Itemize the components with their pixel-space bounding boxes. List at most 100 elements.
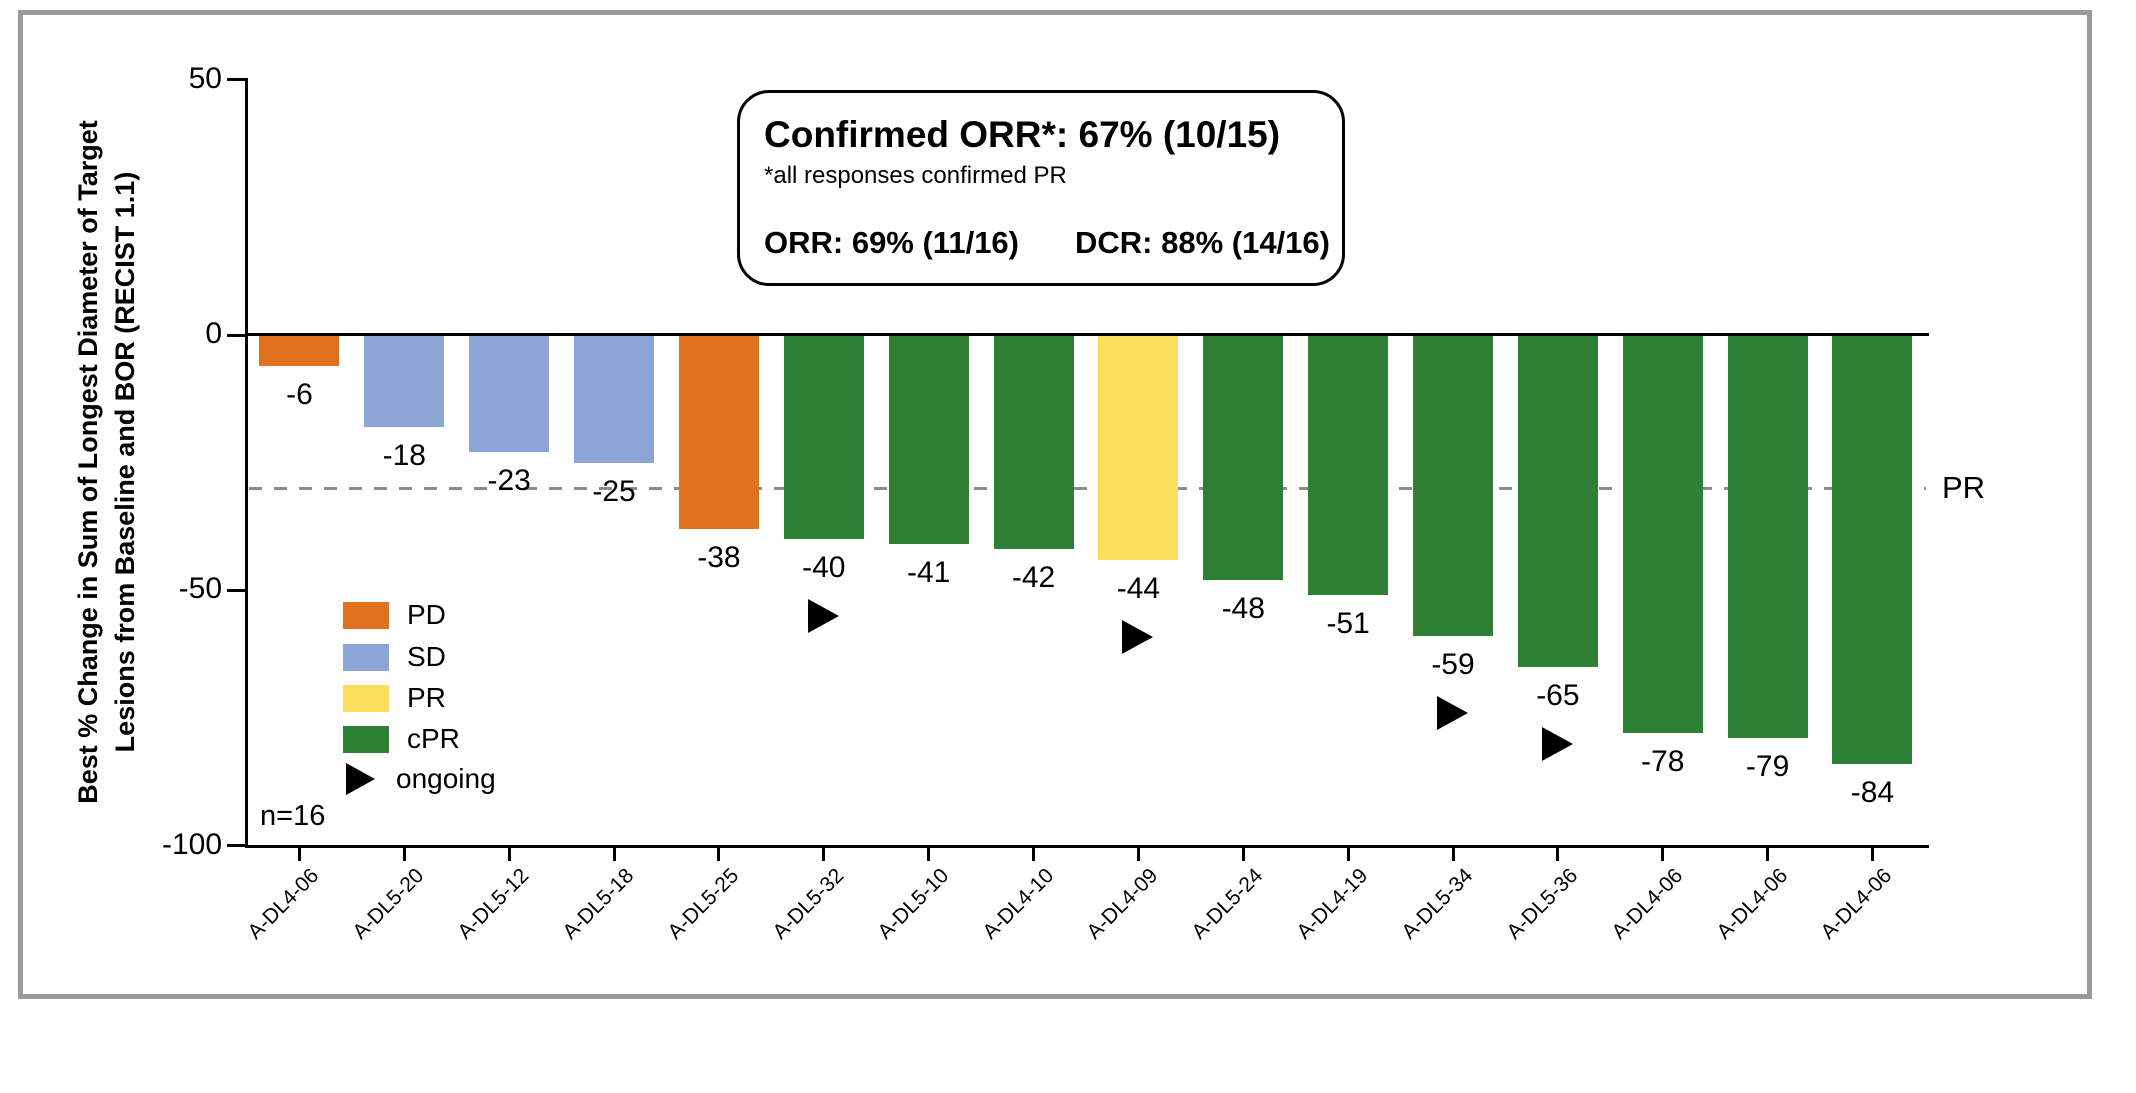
x-tick — [1136, 848, 1140, 861]
legend-label: ongoing — [396, 763, 496, 794]
legend-swatch — [343, 643, 389, 671]
x-tick-label: A-DL5-20 — [348, 864, 429, 944]
x-tick — [822, 848, 826, 861]
bar — [993, 336, 1074, 550]
x-tick-label: A-DL5-25 — [663, 864, 744, 944]
bar-value-label: -6 — [286, 377, 313, 411]
x-tick-label: A-DL5-32 — [768, 864, 849, 944]
bar — [1517, 336, 1598, 667]
legend-label: SD — [407, 641, 446, 672]
y-axis-title-line-2: Lesions from Baseline and BOR (RECIST 1.… — [110, 171, 140, 753]
bar-value-label: -40 — [802, 551, 846, 585]
bar-value-label: -44 — [1116, 571, 1161, 605]
y-tick-label: -100 — [161, 827, 222, 861]
x-tick — [927, 848, 931, 861]
y-axis-title-line-1: Best % Change in Sum of Longest Diameter… — [73, 120, 103, 804]
legend-item: ongoing — [343, 762, 496, 796]
x-tick — [507, 848, 511, 861]
bar — [364, 336, 445, 427]
x-tick — [1451, 848, 1455, 861]
bar-value-label: -18 — [382, 438, 426, 472]
ongoing-triangle-icon — [1122, 619, 1154, 654]
y-axis-title: Best % Change in Sum of Longest Diameter… — [70, 102, 144, 822]
bar-value-label: -25 — [592, 474, 636, 508]
legend-swatch — [343, 601, 389, 629]
x-tick-label: A-DL4-10 — [977, 864, 1058, 944]
legend-item: SD — [343, 640, 446, 674]
zero-baseline — [245, 333, 1929, 336]
y-axis-line — [245, 78, 248, 848]
x-tick — [297, 848, 301, 861]
bar — [1098, 336, 1179, 560]
bar-value-label: -41 — [906, 556, 951, 590]
bar — [1832, 336, 1913, 764]
pr-threshold-line — [249, 487, 1926, 490]
bar-value-label: -23 — [487, 464, 531, 498]
bar-value-label: -42 — [1011, 561, 1056, 595]
legend-item: cPR — [343, 722, 460, 756]
bar-value-label: -65 — [1536, 678, 1580, 712]
x-tick — [1766, 848, 1770, 861]
bar-value-label: -79 — [1745, 750, 1790, 784]
x-tick-label: A-DL4-19 — [1292, 864, 1373, 944]
x-tick — [1556, 848, 1560, 861]
bar-value-label: -38 — [697, 541, 741, 575]
bar-value-label: -78 — [1641, 745, 1685, 779]
annotation-title: Confirmed ORR*: 67% (10/15) — [764, 114, 1281, 155]
bar — [678, 336, 759, 530]
y-tick — [227, 333, 245, 337]
y-tick — [227, 78, 245, 82]
sample-size-label: n=16 — [260, 800, 326, 832]
ongoing-triangle-icon — [1437, 696, 1468, 731]
x-tick-label: A-DL5-18 — [558, 864, 639, 944]
legend-label: cPR — [407, 723, 460, 754]
x-tick — [402, 848, 406, 861]
x-tick-label: A-DL4-06 — [1712, 864, 1792, 944]
bar — [1622, 336, 1703, 734]
legend-item: PD — [343, 598, 446, 632]
x-tick — [1870, 848, 1874, 861]
x-tick — [1032, 848, 1036, 861]
bar — [783, 336, 864, 540]
legend-swatch — [343, 684, 389, 712]
x-tick — [612, 848, 616, 861]
annotation-orr-stat: ORR: 69% (11/16) — [764, 225, 1019, 260]
legend-label: PR — [407, 682, 446, 713]
bar — [574, 336, 655, 463]
bar — [1413, 336, 1493, 637]
y-tick — [227, 588, 245, 592]
x-axis-line — [245, 845, 1929, 848]
x-tick — [1241, 848, 1245, 861]
bar-value-label: -84 — [1850, 775, 1895, 809]
bar — [1727, 336, 1808, 739]
bar — [469, 336, 550, 453]
ongoing-triangle-icon — [807, 599, 839, 634]
x-tick — [717, 848, 721, 861]
annotation-box: Confirmed ORR*: 67% (10/15) *all respons… — [737, 90, 1345, 286]
x-tick-label: A-DL4-09 — [1082, 864, 1163, 944]
x-tick-label: A-DL5-34 — [1397, 864, 1478, 944]
y-tick-label: -50 — [178, 572, 222, 606]
y-tick-label: 0 — [205, 317, 222, 350]
y-tick-label: 50 — [188, 61, 222, 95]
legend-ongoing-triangle-icon — [346, 763, 375, 795]
legend-swatch — [343, 725, 389, 753]
bar — [1308, 336, 1389, 596]
annotation-dcr-stat: DCR: 88% (14/16) — [1075, 225, 1330, 260]
waterfall-chart: Best % Change in Sum of Longest Diameter… — [70, 61, 1986, 944]
x-tick-label: A-DL4-06 — [243, 864, 324, 944]
x-tick-label: A-DL5-36 — [1502, 864, 1583, 944]
legend-item: PR — [343, 681, 446, 715]
x-tick — [1661, 848, 1665, 861]
bar — [1203, 336, 1284, 581]
ongoing-triangle-icon — [1541, 726, 1573, 761]
annotation-footnote: *all responses confirmed PR — [764, 162, 1067, 189]
x-tick — [1346, 848, 1350, 861]
y-tick — [227, 844, 245, 848]
bar — [888, 336, 969, 545]
bar-value-label: -59 — [1431, 648, 1475, 682]
bar-value-label: -51 — [1326, 607, 1370, 641]
legend-label: PD — [407, 599, 446, 630]
x-tick-label: A-DL5-24 — [1187, 864, 1268, 944]
pr-threshold-label: PR — [1942, 470, 1986, 505]
